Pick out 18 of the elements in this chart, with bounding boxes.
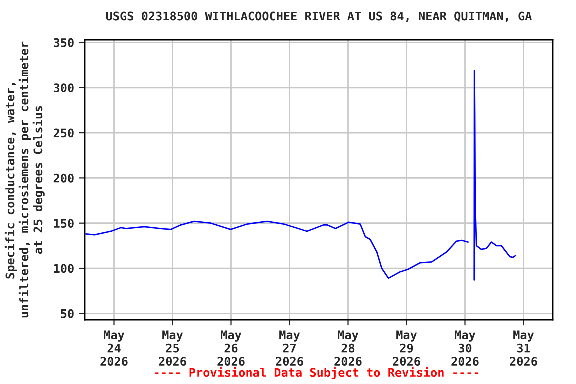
x-tick-label: May 27 2026 (276, 330, 304, 366)
y-tick-label: 150 (54, 219, 74, 228)
x-tick-label: May 24 2026 (100, 330, 128, 366)
y-tick-label: 350 (54, 38, 74, 48)
x-tick-label: May 30 2026 (452, 330, 479, 366)
text: ---- Provisional Data Subject to Revision ---- (155, 367, 479, 380)
x-tick-label: May 28 2026 (334, 330, 362, 366)
y-tick-label: 200 (54, 174, 74, 183)
y-axis-title: Specific conductance, water, unfiltered, microsiemens per centimeter at 25 degrees Celsius (4, 42, 45, 318)
y-tick-label: 250 (54, 128, 74, 138)
chart-title: USGS 02318500 WITHLACOOCHEE RIVER AT US 84, NEAR QUITMAN, GA (106, 12, 532, 22)
y-tick-label: 100 (54, 264, 74, 274)
x-tick-label: May 31 2026 (510, 330, 538, 366)
x-tick-label: May 26 2026 (218, 330, 245, 366)
y-tick-label: 50 (61, 309, 74, 318)
x-tick-label: May 25 2026 (159, 330, 186, 366)
x-tick-label: May 29 2026 (393, 330, 420, 366)
y-tick-label: 300 (54, 84, 74, 93)
